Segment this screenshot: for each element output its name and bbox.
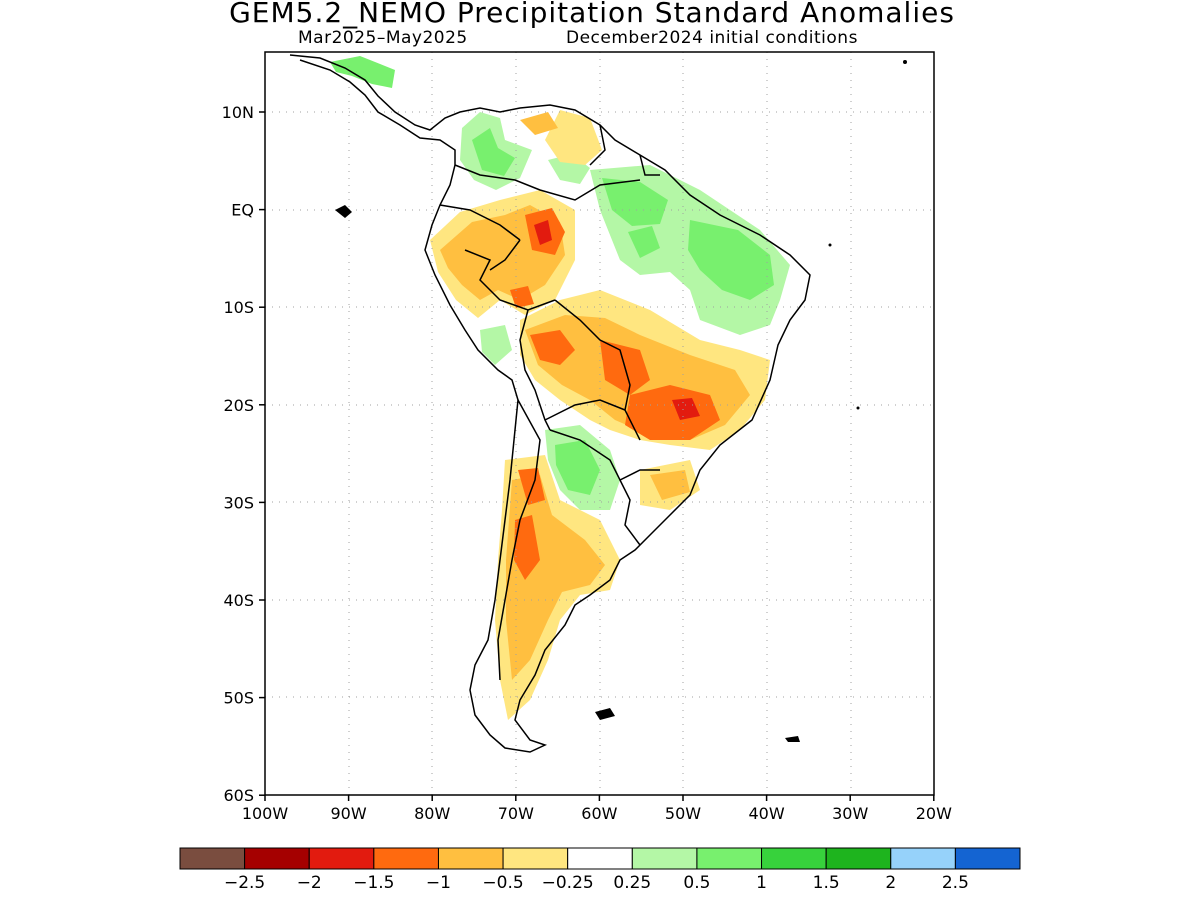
colorbar-label: −0.5: [482, 873, 523, 893]
lon-tick-label: 50W: [665, 804, 701, 823]
colorbar-swatch: [890, 847, 956, 870]
lat-tick-label: 30S: [223, 493, 254, 512]
lon-tick-label: 20W: [916, 804, 952, 823]
colorbar-label: 2: [885, 873, 896, 893]
colorbar-swatch: [825, 847, 892, 870]
map-title: GEM5.2_NEMO Precipitation Standard Anoma…: [229, 0, 955, 29]
colorbar-label: 1.5: [813, 873, 840, 893]
colorbar-swatch: [373, 847, 439, 870]
colorbar-swatch: [954, 847, 1021, 870]
colorbar-label: −0.25: [542, 873, 594, 893]
map-subtitle-period: Mar2025–May2025: [298, 28, 468, 48]
colorbar: −2.5 −2 −1.5 −1 −0.5 −0.25 0.25 0.5 1 1.5 2 2.5: [179, 847, 1021, 893]
colorbar-label: 0.25: [613, 873, 651, 893]
colorbar-swatch: [308, 847, 375, 870]
lon-tick-label: 40W: [749, 804, 785, 823]
latitude-axis: 10N EQ 10S 20S 30S 40S 50S 60S: [222, 103, 265, 805]
colorbar-swatch: [696, 847, 763, 870]
colorbar-swatch: [437, 847, 504, 870]
colorbar-label: 0.5: [683, 873, 710, 893]
anomaly-field: [330, 56, 790, 720]
lon-tick-label: 60W: [581, 804, 617, 823]
lon-tick-label: 90W: [331, 804, 367, 823]
colorbar-label: −1.5: [353, 873, 394, 893]
map-subtitle-init: December2024 initial conditions: [566, 28, 858, 48]
lon-tick-label: 70W: [498, 804, 534, 823]
colorbar-swatch: [567, 847, 633, 870]
lon-tick-label: 30W: [832, 804, 868, 823]
lat-tick-label: 40S: [223, 591, 254, 610]
islands: [335, 60, 907, 742]
lat-tick-label: 10N: [222, 103, 254, 122]
colorbar-swatch: [502, 847, 569, 870]
lon-tick-label: 80W: [414, 804, 450, 823]
lat-tick-label: 10S: [223, 298, 254, 317]
colorbar-swatch: [761, 847, 827, 870]
coastlines: [289, 54, 811, 753]
colorbar-label: 2.5: [942, 873, 969, 893]
lat-tick-label: EQ: [231, 201, 254, 220]
colorbar-label: −2.5: [224, 873, 265, 893]
lat-tick-label: 60S: [223, 786, 254, 805]
lon-tick-label: 100W: [242, 804, 289, 823]
colorbar-swatch: [179, 847, 246, 870]
colorbar-label: 1: [756, 873, 767, 893]
lat-tick-label: 50S: [223, 689, 254, 708]
gridlines: [265, 52, 934, 795]
lat-tick-label: 20S: [223, 396, 254, 415]
colorbar-swatch: [631, 847, 698, 870]
colorbar-swatch: [244, 847, 310, 870]
colorbar-label: −2: [297, 873, 322, 893]
colorbar-label: −1: [426, 873, 451, 893]
longitude-axis: 100W 90W 80W 70W 60W 50W 40W 30W 20W: [242, 795, 952, 823]
